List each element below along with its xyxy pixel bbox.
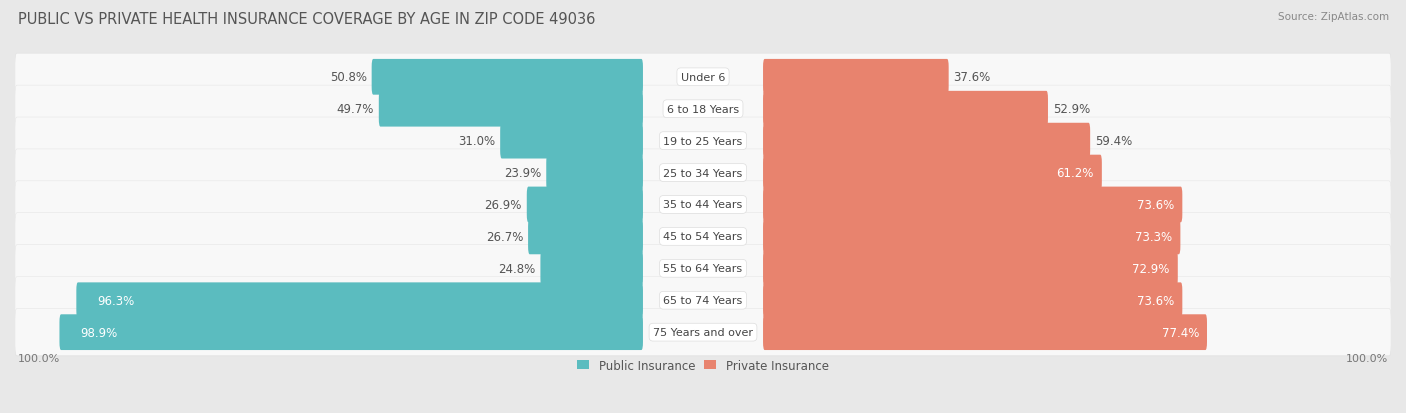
FancyBboxPatch shape: [763, 155, 1102, 191]
Text: 73.3%: 73.3%: [1135, 230, 1173, 243]
FancyBboxPatch shape: [15, 118, 1391, 165]
Text: 25 to 34 Years: 25 to 34 Years: [664, 168, 742, 178]
FancyBboxPatch shape: [15, 213, 1391, 260]
FancyBboxPatch shape: [15, 182, 1391, 229]
FancyBboxPatch shape: [15, 55, 1391, 102]
FancyBboxPatch shape: [15, 181, 1391, 228]
FancyBboxPatch shape: [15, 309, 1391, 356]
Text: 77.4%: 77.4%: [1161, 326, 1199, 339]
Text: 55 to 64 Years: 55 to 64 Years: [664, 263, 742, 274]
FancyBboxPatch shape: [540, 251, 643, 287]
FancyBboxPatch shape: [763, 60, 949, 95]
Text: 31.0%: 31.0%: [458, 135, 495, 148]
Text: 61.2%: 61.2%: [1056, 167, 1094, 180]
FancyBboxPatch shape: [501, 123, 643, 159]
Text: Under 6: Under 6: [681, 73, 725, 83]
FancyBboxPatch shape: [763, 282, 1182, 318]
FancyBboxPatch shape: [529, 219, 643, 255]
Text: 24.8%: 24.8%: [498, 262, 536, 275]
Text: 59.4%: 59.4%: [1095, 135, 1132, 148]
FancyBboxPatch shape: [15, 118, 1391, 165]
FancyBboxPatch shape: [378, 92, 643, 127]
FancyBboxPatch shape: [763, 219, 1181, 255]
Legend: Public Insurance, Private Insurance: Public Insurance, Private Insurance: [572, 354, 834, 376]
FancyBboxPatch shape: [15, 277, 1391, 324]
Text: 52.9%: 52.9%: [1053, 103, 1090, 116]
FancyBboxPatch shape: [15, 150, 1391, 197]
Text: 100.0%: 100.0%: [18, 354, 60, 363]
FancyBboxPatch shape: [371, 60, 643, 95]
Text: 100.0%: 100.0%: [1346, 354, 1388, 363]
FancyBboxPatch shape: [15, 214, 1391, 261]
Text: 96.3%: 96.3%: [97, 294, 135, 307]
FancyBboxPatch shape: [763, 92, 1047, 127]
Text: 19 to 25 Years: 19 to 25 Years: [664, 136, 742, 146]
FancyBboxPatch shape: [59, 315, 643, 350]
FancyBboxPatch shape: [763, 187, 1182, 223]
FancyBboxPatch shape: [15, 309, 1391, 356]
FancyBboxPatch shape: [15, 54, 1391, 101]
FancyBboxPatch shape: [763, 123, 1090, 159]
Text: 26.9%: 26.9%: [485, 199, 522, 211]
Text: 45 to 54 Years: 45 to 54 Years: [664, 232, 742, 242]
Text: 35 to 44 Years: 35 to 44 Years: [664, 200, 742, 210]
Text: 72.9%: 72.9%: [1132, 262, 1170, 275]
Text: 26.7%: 26.7%: [486, 230, 523, 243]
Text: PUBLIC VS PRIVATE HEALTH INSURANCE COVERAGE BY AGE IN ZIP CODE 49036: PUBLIC VS PRIVATE HEALTH INSURANCE COVER…: [18, 12, 596, 27]
Text: 98.9%: 98.9%: [80, 326, 118, 339]
FancyBboxPatch shape: [15, 277, 1391, 324]
Text: 49.7%: 49.7%: [336, 103, 374, 116]
Text: 23.9%: 23.9%: [505, 167, 541, 180]
FancyBboxPatch shape: [763, 251, 1178, 287]
FancyBboxPatch shape: [15, 150, 1391, 197]
Text: 50.8%: 50.8%: [330, 71, 367, 84]
FancyBboxPatch shape: [15, 86, 1391, 133]
FancyBboxPatch shape: [527, 187, 643, 223]
FancyBboxPatch shape: [547, 155, 643, 191]
Text: Source: ZipAtlas.com: Source: ZipAtlas.com: [1278, 12, 1389, 22]
Text: 65 to 74 Years: 65 to 74 Years: [664, 296, 742, 306]
Text: 73.6%: 73.6%: [1137, 199, 1174, 211]
Text: 75 Years and over: 75 Years and over: [652, 328, 754, 337]
Text: 37.6%: 37.6%: [953, 71, 991, 84]
FancyBboxPatch shape: [15, 245, 1391, 292]
FancyBboxPatch shape: [15, 86, 1391, 133]
FancyBboxPatch shape: [763, 315, 1206, 350]
Text: 6 to 18 Years: 6 to 18 Years: [666, 104, 740, 114]
FancyBboxPatch shape: [15, 245, 1391, 292]
FancyBboxPatch shape: [76, 282, 643, 318]
Text: 73.6%: 73.6%: [1137, 294, 1174, 307]
